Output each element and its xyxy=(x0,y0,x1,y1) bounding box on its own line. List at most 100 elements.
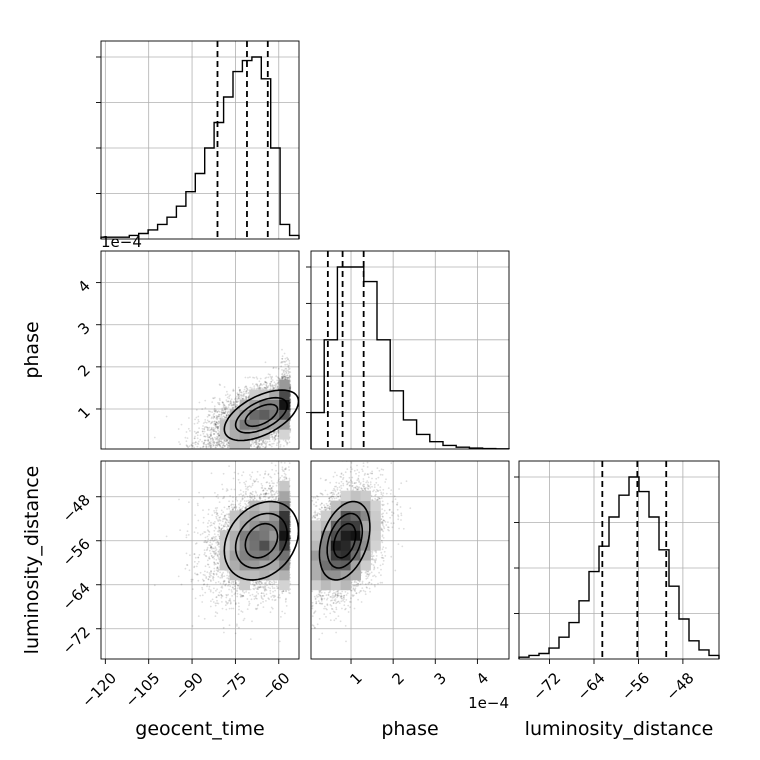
sample-point xyxy=(199,438,202,441)
sample-point xyxy=(232,406,234,409)
sample-point xyxy=(204,439,206,442)
sample-point xyxy=(178,441,180,443)
sample-point xyxy=(232,390,234,392)
sample-point xyxy=(275,375,278,378)
sample-point xyxy=(264,446,267,449)
sample-point xyxy=(289,384,292,386)
sample-point xyxy=(282,370,285,372)
sample-point xyxy=(275,367,277,369)
sample-point xyxy=(219,384,222,386)
sample-point xyxy=(242,394,245,396)
sample-point xyxy=(267,373,270,375)
sample-point xyxy=(222,406,225,408)
sample-point xyxy=(217,429,220,432)
sample-point xyxy=(280,376,283,378)
sample-point xyxy=(218,442,221,445)
sample-point xyxy=(229,394,232,396)
sample-point xyxy=(249,386,252,389)
sample-point xyxy=(245,395,248,398)
sample-point xyxy=(288,371,291,373)
sample-point xyxy=(217,427,220,429)
sample-point xyxy=(217,433,220,436)
sample-point xyxy=(226,400,229,403)
sample-point xyxy=(285,441,288,443)
sample-point xyxy=(284,361,286,363)
sample-point xyxy=(289,408,292,411)
sample-point xyxy=(220,413,223,416)
sample-point xyxy=(213,405,216,408)
sample-point xyxy=(229,400,232,403)
sample-point xyxy=(215,446,217,449)
sample-point xyxy=(235,399,238,402)
sample-point xyxy=(254,439,257,442)
sample-point xyxy=(238,395,240,397)
sample-point xyxy=(286,377,289,380)
sample-point xyxy=(229,402,232,405)
sample-point xyxy=(223,412,226,415)
sample-point xyxy=(226,440,228,443)
sample-point xyxy=(276,376,279,379)
sample-point xyxy=(269,375,272,378)
sample-point xyxy=(282,376,285,379)
sample-point xyxy=(269,382,271,385)
sample-point xyxy=(285,372,288,375)
sample-point xyxy=(289,400,292,403)
sample-point xyxy=(219,417,222,420)
sample-point xyxy=(263,383,265,386)
sample-point xyxy=(252,442,255,445)
sample-point xyxy=(210,429,212,431)
sample-point xyxy=(221,441,224,444)
sample-point xyxy=(278,441,281,444)
sample-point xyxy=(165,415,168,418)
sample-point xyxy=(280,377,283,380)
sample-point xyxy=(274,435,277,437)
sample-point xyxy=(216,438,219,441)
sample-point xyxy=(226,442,229,444)
sample-point xyxy=(220,440,223,443)
sample-point xyxy=(216,444,219,447)
sample-point xyxy=(228,444,231,446)
sample-point xyxy=(217,403,220,405)
sample-point xyxy=(270,376,273,379)
sample-point xyxy=(281,377,284,380)
sample-point xyxy=(258,380,261,383)
sample-point xyxy=(224,406,227,409)
sample-point xyxy=(214,422,217,425)
sample-point xyxy=(274,385,277,388)
sample-point xyxy=(194,441,197,444)
sample-point xyxy=(254,441,257,444)
sample-point xyxy=(265,381,268,384)
sample-point xyxy=(289,403,291,405)
sample-point xyxy=(276,387,278,390)
sample-point xyxy=(264,361,267,364)
sample-point xyxy=(266,386,269,388)
sample-point xyxy=(213,430,216,432)
sample-point xyxy=(225,414,228,416)
sample-point xyxy=(197,415,200,418)
sample-point xyxy=(285,374,288,377)
sample-point xyxy=(224,394,227,397)
sample-point xyxy=(211,416,213,419)
sample-point xyxy=(217,441,220,444)
sample-point xyxy=(225,399,228,401)
sample-point xyxy=(220,440,223,443)
sample-point xyxy=(212,428,215,431)
sample-point xyxy=(261,387,264,390)
sample-point xyxy=(283,378,286,380)
sample-point xyxy=(281,361,284,364)
sample-point xyxy=(219,444,222,447)
sample-point xyxy=(279,445,282,448)
sample-point xyxy=(284,377,286,380)
sample-point xyxy=(253,377,256,379)
sample-point xyxy=(230,398,233,401)
sample-point xyxy=(235,400,238,403)
sample-point xyxy=(286,376,289,379)
sample-point xyxy=(224,412,226,414)
sample-point xyxy=(289,386,292,388)
sample-point xyxy=(228,404,231,406)
sample-point xyxy=(277,432,280,435)
sample-point xyxy=(239,394,242,397)
sample-point xyxy=(218,383,221,386)
sample-point xyxy=(224,410,227,413)
